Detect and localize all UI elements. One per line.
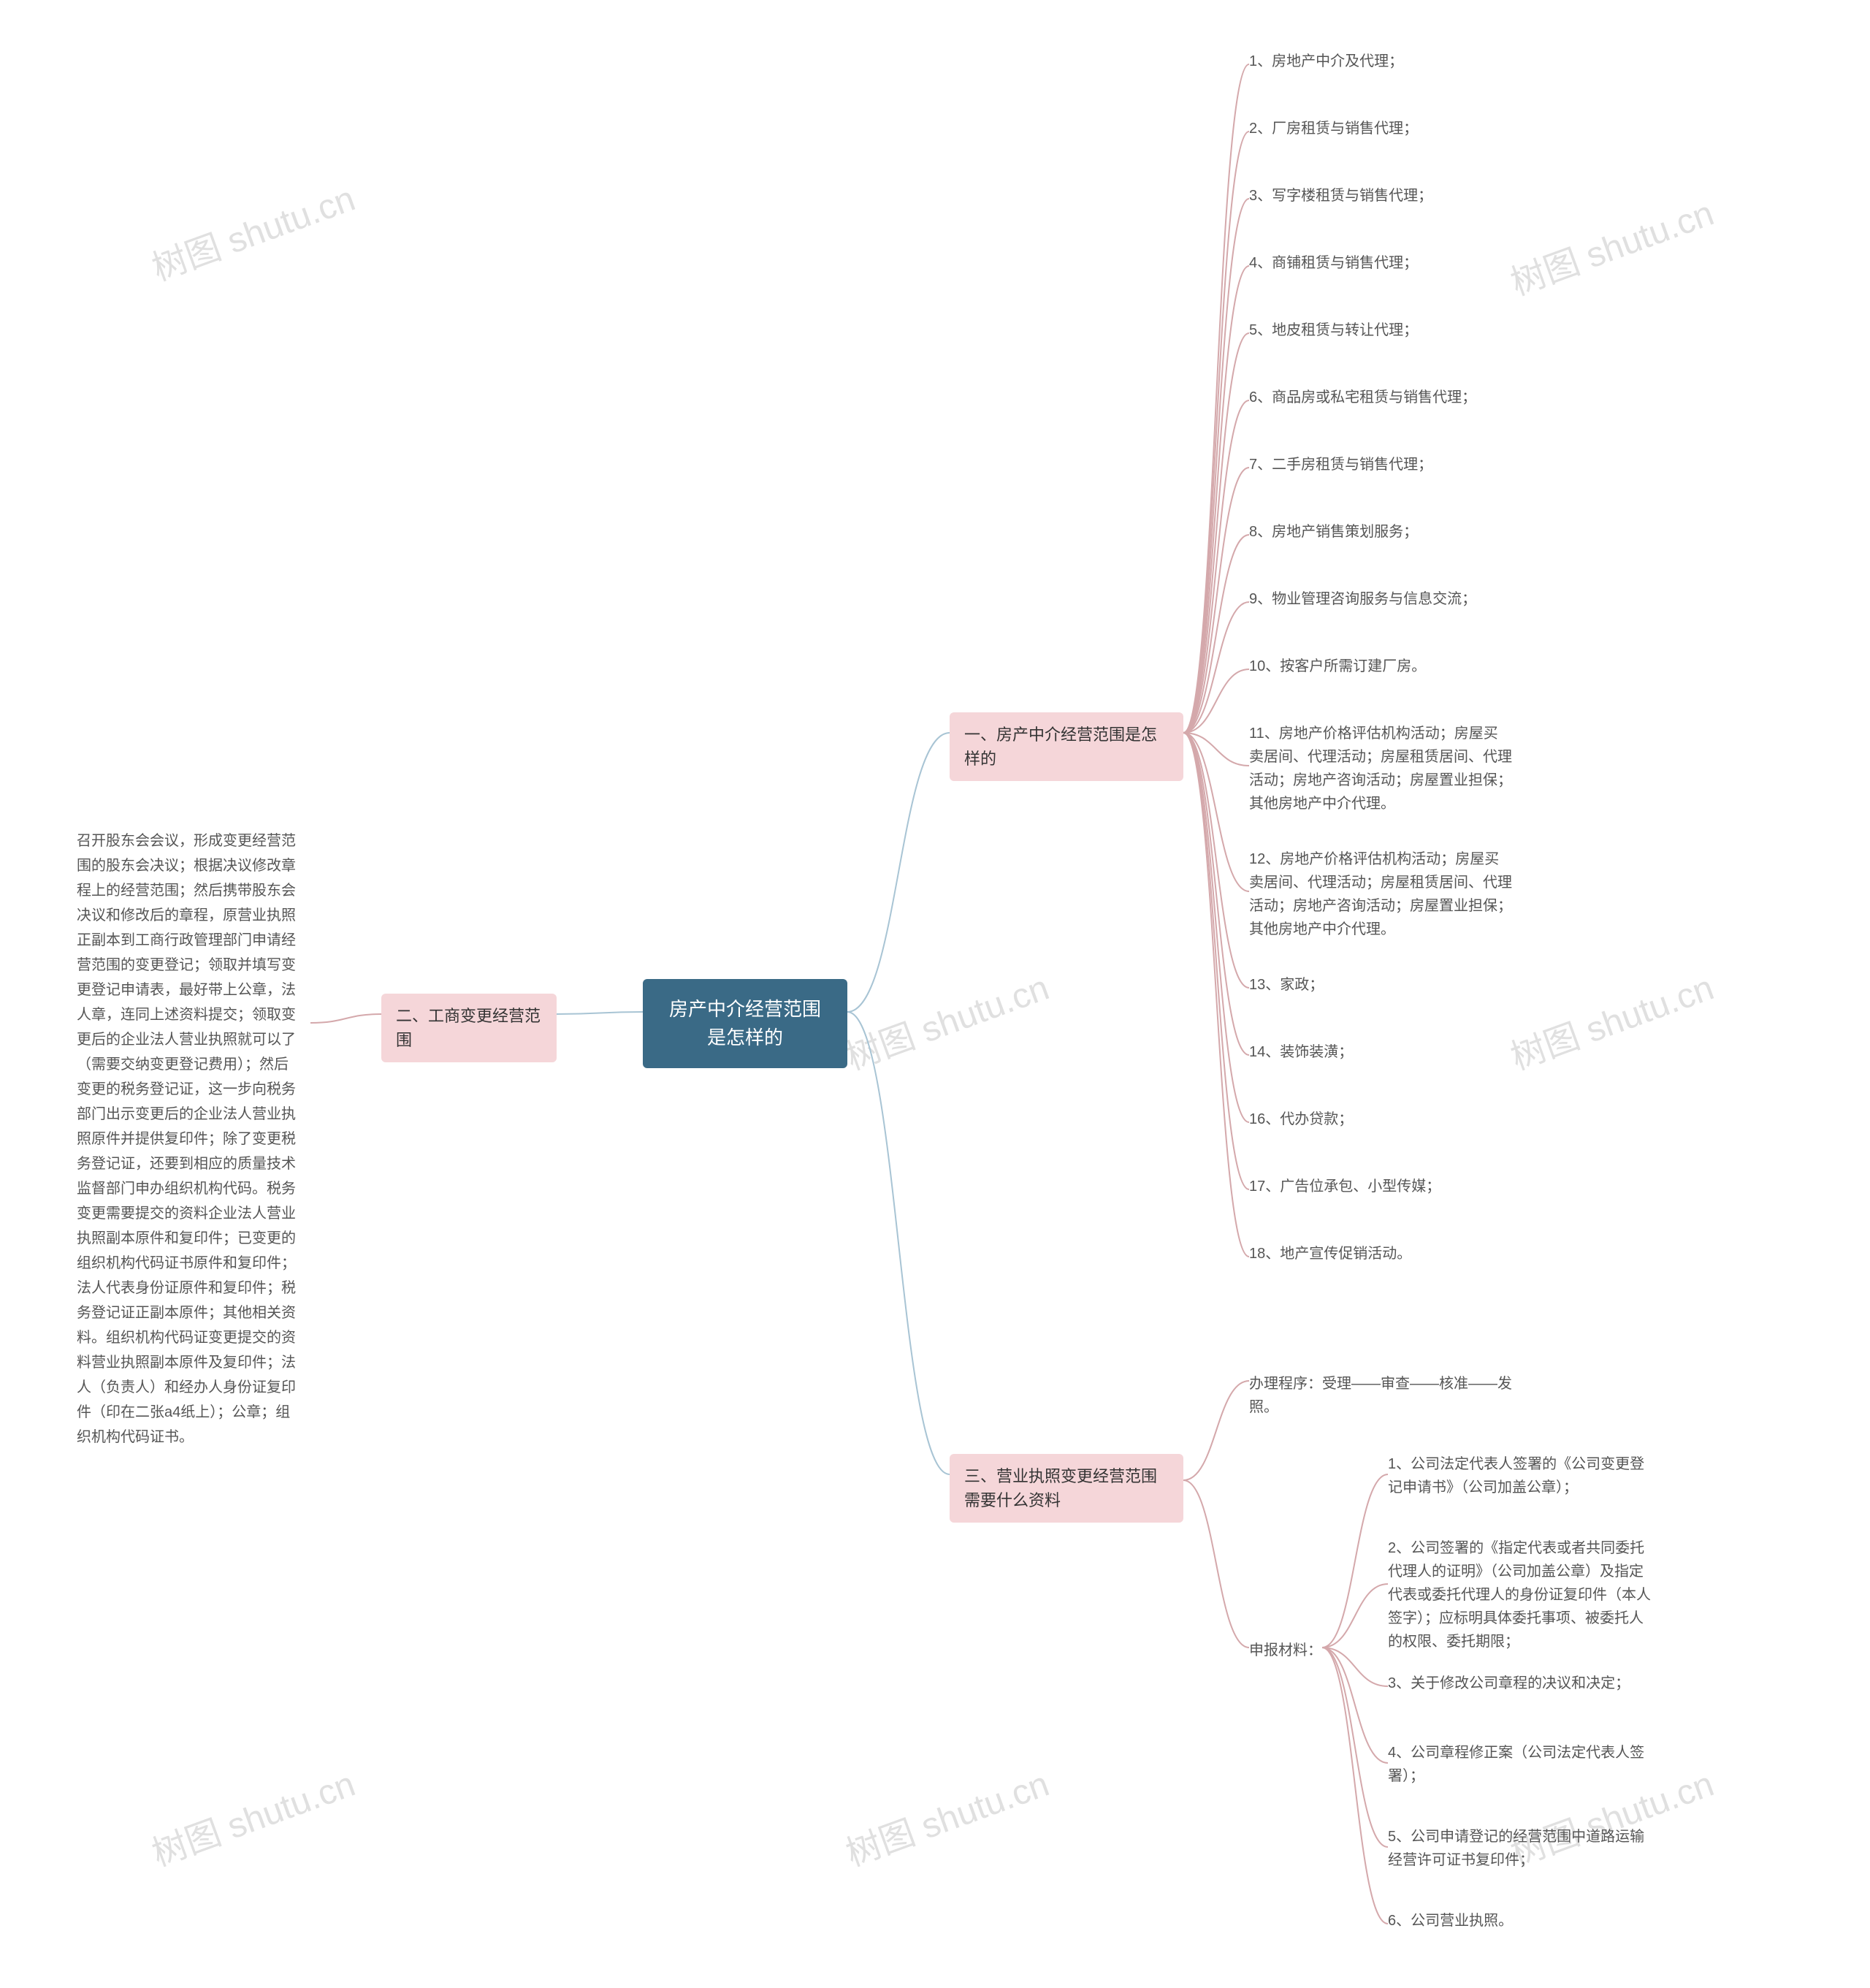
section1-item: 8、房地产销售策划服务； [1249, 514, 1418, 549]
section1-item: 5、地皮租赁与转让代理； [1249, 313, 1418, 348]
watermark: 树图 shutu.cn [838, 959, 1055, 1079]
section1-item: 7、二手房租赁与销售代理； [1249, 447, 1432, 482]
section1-item: 3、写字楼租赁与销售代理； [1249, 178, 1432, 213]
section3-material-item: 1、公司法定代表人签署的《公司变更登记申请书》（公司加盖公章）； [1388, 1447, 1651, 1505]
section1-item: 1、房地产中介及代理； [1249, 44, 1403, 79]
section1-item: 6、商品房或私宅租赁与销售代理； [1249, 380, 1476, 415]
section1-item: 10、按客户所需订建厂房。 [1249, 649, 1426, 684]
section2-title: 二、工商变更经营范围 [396, 1007, 541, 1049]
section2-detail-text: 召开股东会会议，形成变更经营范围的股东会决议；根据决议修改章程上的经营范围；然后… [77, 833, 296, 1445]
section3-title: 三、营业执照变更经营范围需要什么资料 [964, 1467, 1157, 1509]
section1-item: 11、房地产价格评估机构活动；房屋买卖居间、代理活动；房屋租赁居间、代理活动；房… [1249, 716, 1512, 821]
section1-item: 18、地产宣传促销活动。 [1249, 1236, 1411, 1271]
branch-section1: 一、房产中介经营范围是怎样的 [950, 712, 1183, 781]
section1-item: 4、商铺租赁与销售代理； [1249, 245, 1418, 281]
watermark: 树图 shutu.cn [144, 170, 361, 290]
section2-detail: 召开股东会会议，形成变更经营范围的股东会决议；根据决议修改章程上的经营范围；然后… [62, 818, 310, 1460]
section1-item: 13、家政； [1249, 967, 1324, 1002]
section3-material-item: 2、公司签署的《指定代表或者共同委托代理人的证明》（公司加盖公章）及指定代表或委… [1388, 1531, 1651, 1659]
section1-item: 12、房地产价格评估机构活动；房屋买卖居间、代理活动；房屋租赁居间、代理活动；房… [1249, 842, 1512, 947]
section1-title: 一、房产中介经营范围是怎样的 [964, 725, 1157, 768]
section1-item: 9、物业管理咨询服务与信息交流； [1249, 582, 1476, 617]
section3-material-item: 3、关于修改公司章程的决议和决定； [1388, 1666, 1630, 1701]
section3-material-item: 4、公司章程修正案（公司法定代表人签署）； [1388, 1735, 1651, 1794]
root-node: 房产中介经营范围是怎样的 [643, 979, 847, 1068]
root-title: 房产中介经营范围是怎样的 [669, 998, 821, 1048]
section1-item: 14、装饰装潢； [1249, 1035, 1353, 1070]
section1-item: 17、广告位承包、小型传媒； [1249, 1169, 1440, 1204]
section3-procedure-text: 办理程序：受理——审查——核准——发照。 [1249, 1376, 1512, 1415]
section1-item: 2、厂房租赁与销售代理； [1249, 111, 1418, 146]
branch-section2: 二、工商变更经营范围 [381, 994, 557, 1062]
watermark: 树图 shutu.cn [838, 1755, 1055, 1875]
watermark: 树图 shutu.cn [144, 1755, 361, 1875]
section3-procedure: 办理程序：受理——审查——核准——发照。 [1249, 1366, 1527, 1425]
watermark: 树图 shutu.cn [1503, 959, 1720, 1079]
section3-materials-label: 申报材料： [1249, 1633, 1322, 1668]
branch-section3: 三、营业执照变更经营范围需要什么资料 [950, 1454, 1183, 1523]
watermark: 树图 shutu.cn [1503, 184, 1720, 305]
section3-materials-label-text: 申报材料： [1249, 1642, 1322, 1658]
section3-material-item: 5、公司申请登记的经营范围中道路运输经营许可证书复印件； [1388, 1819, 1651, 1878]
section1-item: 16、代办贷款； [1249, 1102, 1353, 1137]
section3-material-item: 6、公司营业执照。 [1388, 1903, 1513, 1938]
